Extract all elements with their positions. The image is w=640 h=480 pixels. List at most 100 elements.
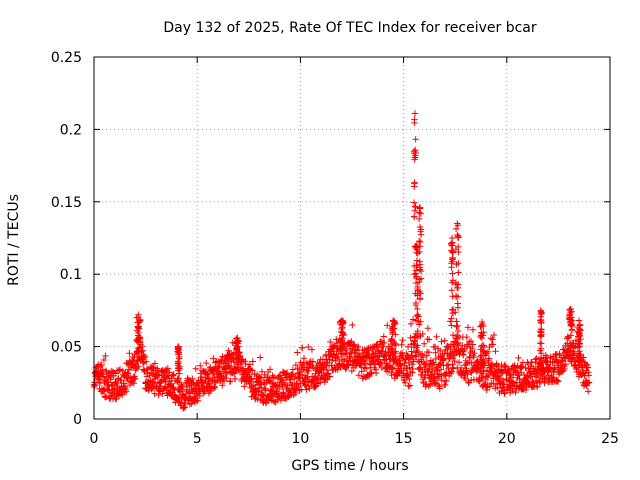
data-point <box>363 365 370 372</box>
data-point <box>211 384 219 392</box>
data-point <box>175 379 183 386</box>
data-point <box>454 220 461 227</box>
data-point <box>414 342 421 349</box>
data-point <box>405 382 412 390</box>
data-point <box>537 319 545 327</box>
data-point <box>127 378 135 386</box>
data-point <box>485 355 493 362</box>
y-tick-label: 0.15 <box>51 195 82 211</box>
data-point <box>416 204 424 211</box>
data-point <box>258 384 265 392</box>
data-point <box>409 365 416 373</box>
data-point <box>197 362 204 369</box>
data-point <box>337 328 345 336</box>
data-point <box>412 136 419 143</box>
data-point <box>416 223 424 231</box>
x-axis-label: GPS time / hours <box>291 458 408 474</box>
data-point <box>99 366 106 373</box>
data-point <box>455 234 462 241</box>
data-point <box>266 366 274 373</box>
data-point <box>486 383 493 390</box>
data-point <box>258 368 266 375</box>
data-point <box>536 360 544 367</box>
data-point <box>454 327 462 335</box>
data-point <box>254 395 261 403</box>
data-point <box>480 342 487 349</box>
data-point <box>451 357 458 365</box>
data-point <box>170 383 177 391</box>
data-point <box>112 370 119 377</box>
data-point <box>251 370 258 378</box>
data-point <box>250 382 257 389</box>
data-point <box>292 361 300 369</box>
data-point <box>411 119 418 127</box>
data-point <box>99 373 107 380</box>
data-point <box>225 347 232 354</box>
data-point <box>305 343 312 351</box>
data-point <box>241 383 248 390</box>
data-point <box>411 156 418 163</box>
data-point <box>419 353 427 361</box>
data-point <box>170 371 177 378</box>
y-tick-label: 0.2 <box>60 122 82 138</box>
y-tick-label: 0.25 <box>51 50 82 66</box>
data-point <box>381 339 388 347</box>
data-point <box>585 379 593 386</box>
data-point <box>463 360 470 368</box>
data-point <box>155 371 162 378</box>
data-point <box>135 325 143 332</box>
data-point <box>469 341 476 348</box>
data-point <box>303 386 310 393</box>
data-point <box>454 281 462 288</box>
data-point <box>410 356 417 363</box>
data-point <box>134 357 142 364</box>
data-point <box>413 257 421 264</box>
data-point <box>175 350 183 358</box>
data-point <box>168 375 175 382</box>
data-point <box>95 375 102 382</box>
data-point <box>524 374 531 382</box>
data-point <box>443 377 450 385</box>
data-point <box>355 371 362 379</box>
data-point <box>234 359 241 366</box>
data-point <box>98 361 105 369</box>
data-point <box>159 390 166 397</box>
data-point <box>204 370 211 378</box>
data-point <box>412 299 420 307</box>
data-point <box>326 356 333 363</box>
data-point <box>297 380 304 387</box>
data-point <box>223 374 230 382</box>
data-point <box>289 366 297 373</box>
data-point <box>449 331 457 339</box>
data-point <box>163 367 170 375</box>
data-point <box>392 340 399 348</box>
data-point <box>566 340 574 347</box>
data-point <box>339 335 346 342</box>
data-point <box>139 359 147 367</box>
data-point <box>325 370 332 377</box>
data-point <box>133 337 141 345</box>
data-point <box>529 379 537 386</box>
y-tick-label: 0 <box>73 412 82 428</box>
data-point <box>151 390 158 397</box>
data-point <box>175 343 182 350</box>
data-point <box>515 354 522 362</box>
data-point <box>448 234 456 242</box>
data-point <box>453 318 460 325</box>
data-point <box>494 384 501 391</box>
data-point <box>414 285 421 293</box>
data-point <box>417 210 424 217</box>
data-point <box>566 313 573 321</box>
data-point <box>424 324 432 332</box>
data-point <box>576 348 583 355</box>
data-point <box>415 237 423 245</box>
data-point <box>175 367 182 374</box>
data-point <box>562 360 570 368</box>
data-point <box>477 360 484 368</box>
data-point <box>478 334 486 342</box>
data-point <box>419 330 426 338</box>
data-point <box>410 199 418 206</box>
data-point <box>372 369 380 377</box>
data-point <box>306 385 313 392</box>
data-point <box>111 385 119 392</box>
